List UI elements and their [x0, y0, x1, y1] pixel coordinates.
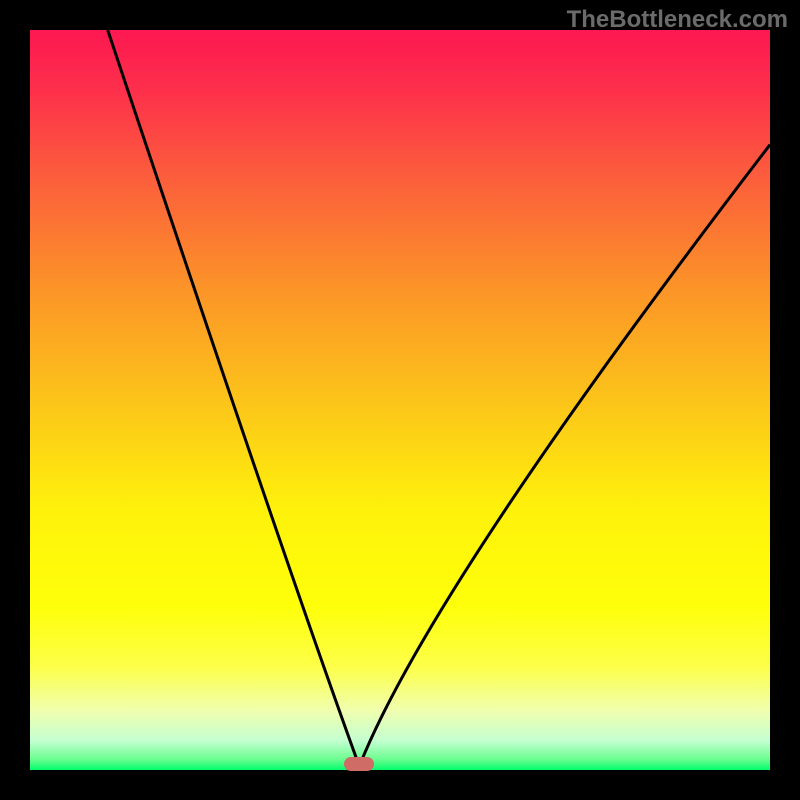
minimum-marker	[344, 757, 374, 771]
chart-wrapper: TheBottleneck.com	[0, 0, 800, 800]
curve-left-branch	[108, 30, 360, 766]
watermark-label: TheBottleneck.com	[567, 6, 788, 34]
bottleneck-curve	[30, 30, 770, 770]
curve-right-branch	[359, 145, 770, 767]
plot-area	[30, 30, 770, 770]
